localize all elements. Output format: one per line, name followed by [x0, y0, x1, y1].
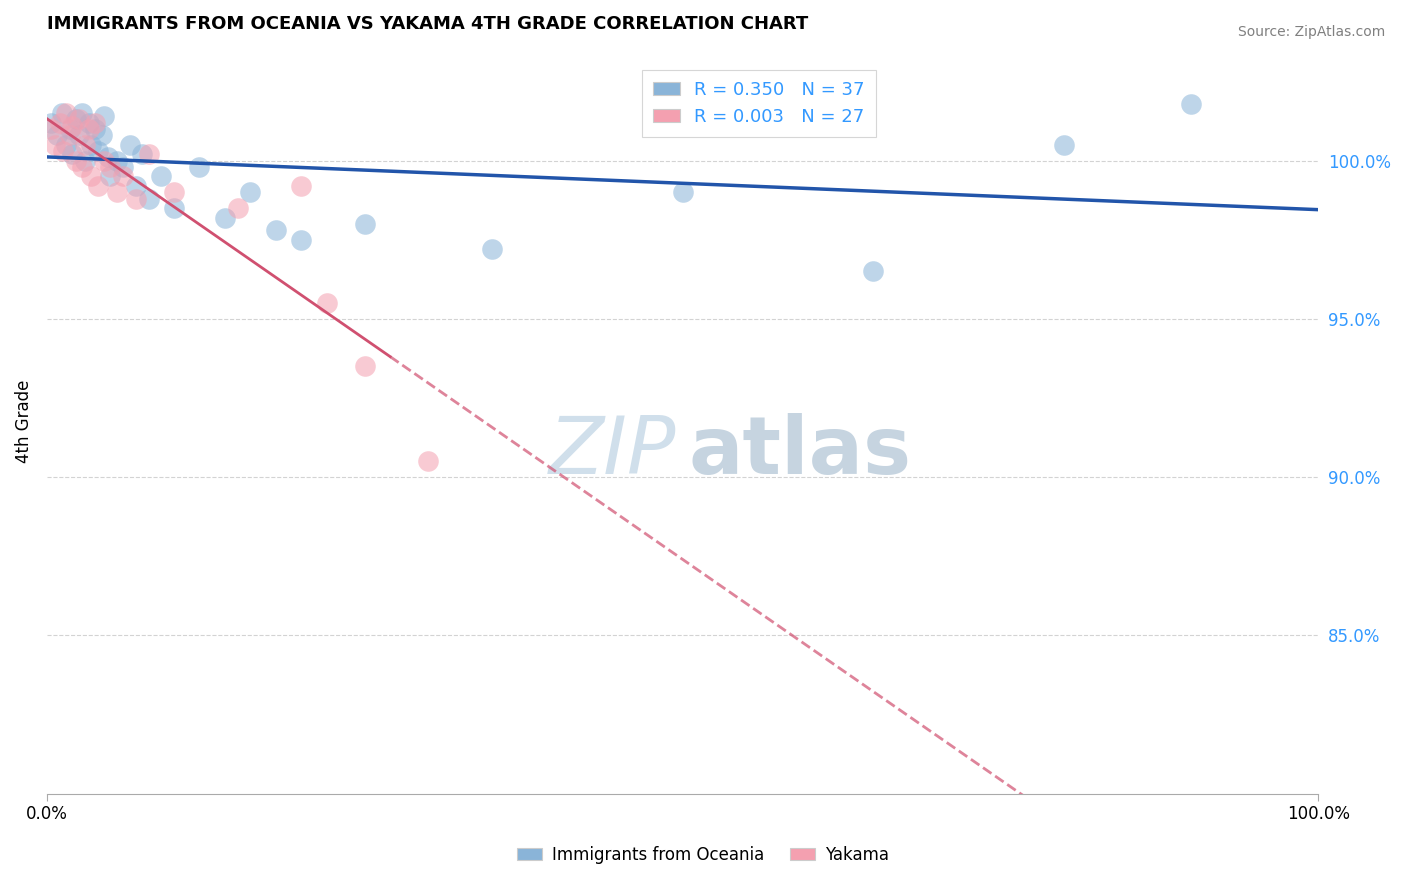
- Point: [67, 128, 90, 143]
- Point: [1180, 96, 1202, 111]
- Point: [163, 201, 186, 215]
- Point: [138, 192, 160, 206]
- Point: [1053, 137, 1076, 152]
- Point: [46, 128, 69, 143]
- Point: [100, 169, 122, 184]
- Point: [138, 147, 160, 161]
- Point: [125, 178, 148, 193]
- Point: [671, 186, 693, 200]
- Point: [125, 192, 148, 206]
- Text: IMMIGRANTS FROM OCEANIA VS YAKAMA 4TH GRADE CORRELATION CHART: IMMIGRANTS FROM OCEANIA VS YAKAMA 4TH GR…: [46, 15, 808, 33]
- Point: [87, 178, 110, 193]
- Point: [80, 169, 103, 184]
- Point: [77, 115, 100, 129]
- Legend: R = 0.350   N = 37, R = 0.003   N = 27: R = 0.350 N = 37, R = 0.003 N = 27: [643, 70, 876, 136]
- Point: [77, 122, 100, 136]
- Point: [418, 454, 440, 468]
- Point: [150, 169, 173, 184]
- Point: [131, 147, 153, 161]
- Point: [105, 186, 128, 200]
- Point: [55, 137, 77, 152]
- Point: [264, 223, 287, 237]
- Point: [90, 128, 112, 143]
- Point: [84, 115, 107, 129]
- Point: [55, 106, 77, 120]
- Point: [80, 137, 103, 152]
- Point: [290, 178, 312, 193]
- Point: [112, 169, 135, 184]
- Point: [48, 115, 70, 129]
- Point: [84, 122, 107, 136]
- Legend: Immigrants from Oceania, Yakama: Immigrants from Oceania, Yakama: [510, 839, 896, 871]
- Point: [39, 122, 62, 136]
- Point: [97, 151, 120, 165]
- Point: [59, 122, 82, 136]
- Point: [60, 147, 83, 161]
- Point: [188, 160, 211, 174]
- Point: [60, 119, 83, 133]
- Text: atlas: atlas: [689, 412, 912, 491]
- Point: [315, 296, 337, 310]
- Point: [226, 201, 249, 215]
- Point: [93, 153, 115, 168]
- Point: [73, 137, 96, 152]
- Text: ZIP: ZIP: [548, 412, 676, 491]
- Point: [105, 153, 128, 168]
- Point: [65, 112, 87, 127]
- Point: [67, 112, 90, 127]
- Point: [290, 233, 312, 247]
- Point: [862, 264, 884, 278]
- Point: [93, 109, 115, 123]
- Point: [52, 144, 75, 158]
- Point: [239, 186, 262, 200]
- Point: [353, 359, 375, 374]
- Point: [118, 137, 141, 152]
- Point: [163, 186, 186, 200]
- Point: [44, 137, 66, 152]
- Text: Source: ZipAtlas.com: Source: ZipAtlas.com: [1237, 25, 1385, 39]
- Point: [87, 144, 110, 158]
- Point: [72, 160, 94, 174]
- Point: [65, 153, 87, 168]
- Point: [353, 217, 375, 231]
- Point: [214, 211, 236, 225]
- Point: [39, 115, 62, 129]
- Point: [100, 160, 122, 174]
- Point: [481, 242, 503, 256]
- Point: [72, 106, 94, 120]
- Point: [59, 128, 82, 143]
- Point: [51, 106, 73, 120]
- Point: [112, 160, 135, 174]
- Point: [73, 153, 96, 168]
- Y-axis label: 4th Grade: 4th Grade: [15, 380, 32, 464]
